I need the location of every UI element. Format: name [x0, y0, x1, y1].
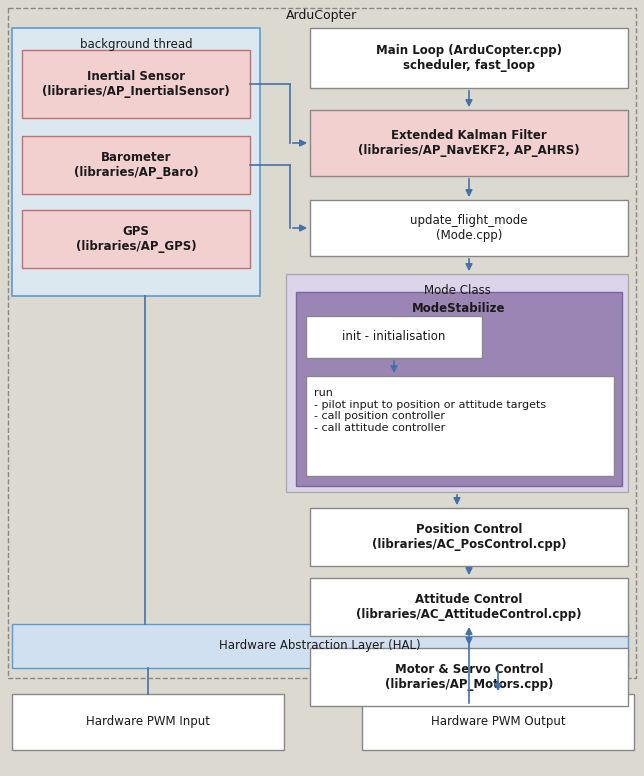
Text: ArduCopter: ArduCopter [287, 9, 357, 23]
Bar [12, 624, 628, 668]
Bar [22, 210, 250, 268]
Text: Hardware PWM Output: Hardware PWM Output [431, 715, 565, 729]
Text: Barometer
(libraries/AP_Baro): Barometer (libraries/AP_Baro) [73, 151, 198, 179]
Text: run
- pilot input to position or attitude targets
- call position controller
- c: run - pilot input to position or attitud… [314, 388, 546, 433]
Bar [310, 110, 628, 176]
Bar [12, 694, 284, 750]
Bar [22, 136, 250, 194]
Text: Position Control
(libraries/AC_PosControl.cpp): Position Control (libraries/AC_PosContro… [372, 523, 566, 551]
Bar [310, 28, 628, 88]
Text: Hardware PWM Input: Hardware PWM Input [86, 715, 210, 729]
Bar [8, 8, 636, 678]
Text: Motor & Servo Control
(libraries/AP_Motors.cpp): Motor & Servo Control (libraries/AP_Moto… [385, 663, 553, 691]
Bar [362, 694, 634, 750]
Bar [310, 508, 628, 566]
Text: Attitude Control
(libraries/AC_AttitudeControl.cpp): Attitude Control (libraries/AC_AttitudeC… [356, 593, 582, 621]
Bar [306, 316, 482, 358]
Text: background thread: background thread [80, 38, 193, 51]
Bar [286, 274, 628, 492]
Text: GPS
(libraries/AP_GPS): GPS (libraries/AP_GPS) [76, 225, 196, 253]
Text: Extended Kalman Filter
(libraries/AP_NavEKF2, AP_AHRS): Extended Kalman Filter (libraries/AP_Nav… [358, 129, 580, 157]
Text: update_flight_mode
(Mode.cpp): update_flight_mode (Mode.cpp) [410, 214, 527, 242]
Text: Hardware Abstraction Layer (HAL): Hardware Abstraction Layer (HAL) [219, 639, 421, 653]
Text: Main Loop (ArduCopter.cpp)
scheduler, fast_loop: Main Loop (ArduCopter.cpp) scheduler, fa… [376, 44, 562, 72]
Bar [310, 648, 628, 706]
Bar [310, 578, 628, 636]
Bar [296, 292, 622, 486]
Bar [22, 50, 250, 118]
Bar [12, 28, 260, 296]
Text: Inertial Sensor
(libraries/AP_InertialSensor): Inertial Sensor (libraries/AP_InertialSe… [42, 70, 230, 98]
Text: Mode Class: Mode Class [424, 284, 491, 297]
Bar [310, 200, 628, 256]
Text: ModeStabilize: ModeStabilize [412, 302, 506, 315]
Text: init - initialisation: init - initialisation [343, 331, 446, 344]
Bar [306, 376, 614, 476]
